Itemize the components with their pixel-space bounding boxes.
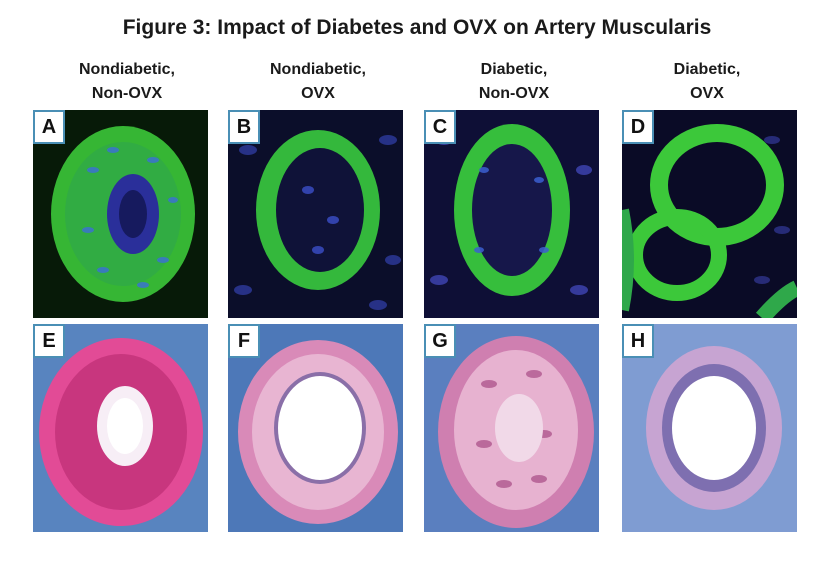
panel-label-e: E [33,324,65,358]
panel-f-stain-image: F [228,324,403,532]
panel-label-a: A [33,110,65,144]
panel-e-stain-image: E [33,324,208,532]
column-header-3: Diabetic, Non-OVX [478,61,550,102]
panel-label-c: C [424,110,456,144]
panel-d-image [622,110,797,318]
panel-a-fluorescence-image: A [33,110,208,318]
column-header-4: Diabetic, OVX [673,61,741,102]
panel-g-stain-image: G [424,324,599,532]
column-header-1: Nondiabetic, Non-OVX [78,61,175,102]
panel-h-image [622,324,797,532]
panel-label-f: F [228,324,260,358]
panel-c-image [424,110,599,318]
panel-a-image [33,110,208,318]
panel-g-image [424,324,599,532]
panel-b-image [228,110,403,318]
panel-label-b: B [228,110,260,144]
panel-d-fluorescence-image: D [622,110,797,318]
panel-label-g: G [424,324,456,358]
figure-title: Figure 3: Impact of Diabetes and OVX on … [122,16,712,39]
column-header-2: Nondiabetic, OVX [269,61,366,102]
panel-f-image [228,324,403,532]
panel-c-fluorescence-image: C [424,110,599,318]
panel-h-stain-image: H [622,324,797,532]
panel-b-fluorescence-image: B [228,110,403,318]
panel-label-d: D [622,110,654,144]
panel-e-image [33,324,208,532]
panel-label-h: H [622,324,654,358]
